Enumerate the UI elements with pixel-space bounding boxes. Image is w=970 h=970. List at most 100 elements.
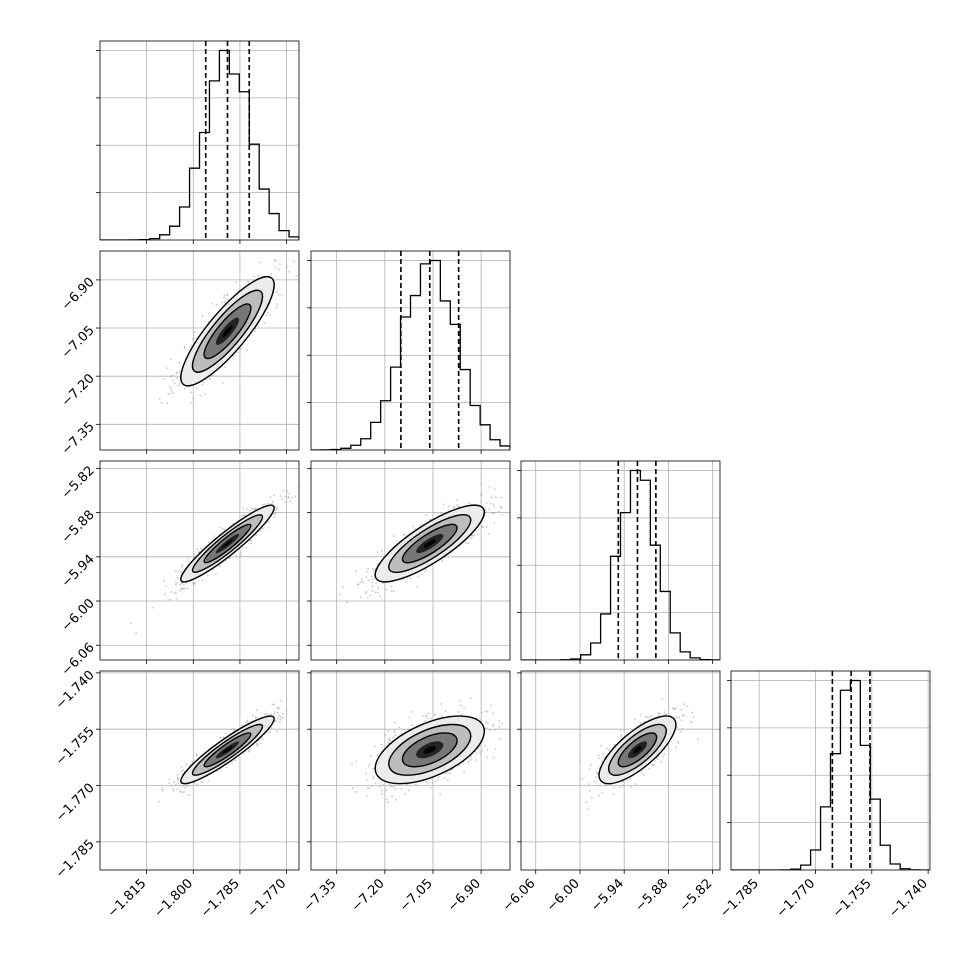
sample-point: [184, 587, 186, 590]
contour-line: [203, 732, 252, 768]
sample-point: [498, 510, 501, 513]
sample-point: [385, 798, 388, 801]
sample-point: [346, 601, 348, 604]
sample-point: [424, 715, 427, 718]
contour-line: [180, 275, 275, 387]
sample-point: [196, 548, 199, 551]
sample-point: [176, 384, 179, 387]
sample-point: [218, 526, 221, 529]
sample-point: [295, 275, 297, 277]
x-tick-label: −7.20: [349, 876, 388, 915]
sample-point: [470, 757, 473, 760]
sample-point: [206, 574, 209, 577]
sample-point: [272, 494, 275, 497]
sample-point: [446, 779, 449, 782]
sample-point: [222, 736, 225, 739]
sample-point: [366, 570, 369, 573]
x-tick-label: −1.770: [245, 876, 290, 921]
sample-point: [473, 534, 476, 537]
sample-point: [254, 715, 257, 718]
sample-point: [367, 567, 369, 570]
sample-point: [272, 512, 275, 515]
sample-point: [270, 726, 273, 729]
sample-point: [367, 578, 370, 581]
sample-point: [172, 789, 175, 792]
sample-point: [366, 596, 369, 599]
sample-point: [235, 554, 238, 557]
sample-point: [388, 739, 391, 742]
sample-point: [175, 377, 178, 380]
sample-point: [168, 386, 171, 389]
sample-point: [274, 266, 277, 269]
sample-point: [387, 801, 390, 803]
sample-point: [494, 729, 496, 732]
sample-point: [179, 583, 182, 586]
sample-point: [171, 787, 174, 790]
contour-line: [388, 723, 472, 776]
sample-point: [366, 779, 368, 782]
sample-point: [179, 589, 182, 592]
sample-point: [372, 578, 375, 581]
panel-frame: [310, 670, 511, 871]
sample-point: [178, 784, 181, 787]
sample-point: [281, 717, 284, 719]
sample-point: [135, 632, 138, 634]
sample-point: [370, 575, 373, 578]
sample-point: [177, 779, 179, 782]
y-tick-label: −7.05: [59, 323, 98, 362]
sample-point: [372, 777, 375, 780]
sample-point: [226, 766, 228, 769]
sample-point: [174, 581, 177, 584]
sample-point: [248, 748, 251, 750]
sample-point: [385, 789, 388, 792]
sample-point: [161, 787, 163, 789]
sample-point: [230, 728, 232, 731]
sample-point: [239, 347, 242, 350]
sample-point: [183, 583, 185, 586]
sample-point: [185, 763, 188, 766]
panel-2-0: −6.06−6.00−5.94−5.88−5.82: [59, 460, 300, 679]
sample-point: [168, 778, 171, 781]
sample-point: [486, 710, 489, 713]
sample-point: [268, 527, 270, 529]
sample-point: [177, 782, 180, 784]
sample-point: [228, 557, 231, 559]
sample-point: [498, 738, 501, 740]
sample-point: [490, 704, 492, 707]
sample-point: [178, 383, 181, 385]
sample-point: [481, 749, 484, 752]
sample-point: [284, 495, 287, 498]
sample-point: [501, 513, 504, 516]
sample-point: [380, 549, 383, 552]
sample-point: [199, 394, 202, 397]
sample-point: [425, 714, 428, 717]
density-layer: [158, 699, 288, 803]
sample-point: [355, 760, 358, 763]
sample-point: [491, 512, 493, 515]
sample-point: [465, 541, 467, 544]
sample-point: [602, 752, 604, 755]
sample-point: [365, 576, 368, 579]
sample-point: [411, 724, 413, 727]
sample-point: [204, 392, 206, 395]
sample-point: [242, 513, 245, 516]
panel-frame: [99, 670, 300, 871]
sample-point: [247, 721, 250, 723]
sample-point: [168, 782, 171, 785]
sample-point: [176, 773, 179, 776]
sample-point: [200, 547, 203, 549]
sample-point: [181, 566, 184, 568]
sample-point: [187, 794, 190, 797]
sample-point: [166, 367, 169, 369]
sample-point: [493, 506, 496, 508]
sample-point: [201, 383, 204, 386]
sample-point: [289, 500, 292, 503]
sample-point: [192, 337, 195, 340]
sample-point: [184, 786, 187, 789]
sample-point: [486, 749, 489, 751]
histogram-1: [311, 259, 510, 450]
sample-point: [457, 711, 460, 713]
sample-point: [515, 498, 517, 500]
sample-point: [239, 554, 242, 556]
sample-point: [257, 275, 259, 277]
